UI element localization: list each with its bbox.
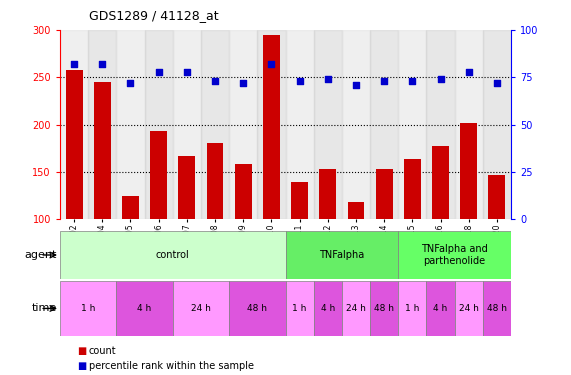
Bar xyxy=(116,30,144,219)
Bar xyxy=(60,281,116,336)
Bar xyxy=(399,231,511,279)
Bar xyxy=(122,196,139,219)
Bar xyxy=(286,231,399,279)
Text: GDS1289 / 41128_at: GDS1289 / 41128_at xyxy=(89,9,218,22)
Point xyxy=(464,69,473,75)
Bar xyxy=(201,30,229,219)
Text: 1 h: 1 h xyxy=(81,304,95,313)
Point xyxy=(295,78,304,84)
Bar xyxy=(173,30,201,219)
Bar xyxy=(144,30,173,219)
Text: 1 h: 1 h xyxy=(292,304,307,313)
Text: 4 h: 4 h xyxy=(138,304,152,313)
Text: percentile rank within the sample: percentile rank within the sample xyxy=(89,361,254,370)
Bar xyxy=(207,142,223,219)
Point xyxy=(436,76,445,82)
Text: 24 h: 24 h xyxy=(459,304,478,313)
Bar xyxy=(291,182,308,219)
Text: 4 h: 4 h xyxy=(433,304,448,313)
Bar xyxy=(229,30,258,219)
Bar xyxy=(370,281,399,336)
Bar xyxy=(342,281,370,336)
Point xyxy=(70,61,79,67)
Point xyxy=(380,78,389,84)
Bar xyxy=(116,281,173,336)
Bar xyxy=(455,30,483,219)
Text: count: count xyxy=(89,346,116,355)
Bar xyxy=(348,202,364,219)
Bar xyxy=(319,169,336,219)
Bar xyxy=(399,30,427,219)
Bar xyxy=(399,281,427,336)
Point xyxy=(267,61,276,67)
Text: 24 h: 24 h xyxy=(191,304,211,313)
Bar xyxy=(60,231,286,279)
Bar xyxy=(286,30,313,219)
Text: 48 h: 48 h xyxy=(487,304,507,313)
Text: 48 h: 48 h xyxy=(247,304,267,313)
Bar xyxy=(66,70,83,219)
Text: ■: ■ xyxy=(77,361,86,370)
Bar xyxy=(483,30,511,219)
Text: time: time xyxy=(32,303,57,313)
Text: agent: agent xyxy=(25,250,57,260)
Bar xyxy=(427,281,455,336)
Bar xyxy=(313,281,342,336)
Bar xyxy=(94,82,111,219)
Bar xyxy=(286,281,313,336)
Bar xyxy=(313,30,342,219)
Text: 24 h: 24 h xyxy=(346,304,366,313)
Bar xyxy=(173,281,229,336)
Bar xyxy=(404,159,421,219)
Bar xyxy=(258,30,286,219)
Bar xyxy=(342,30,370,219)
Point xyxy=(211,78,220,84)
Text: control: control xyxy=(156,250,190,260)
Bar xyxy=(150,131,167,219)
Bar xyxy=(483,281,511,336)
Text: ■: ■ xyxy=(77,346,86,355)
Point xyxy=(98,61,107,67)
Text: TNFalpha: TNFalpha xyxy=(319,250,364,260)
Point xyxy=(154,69,163,75)
Bar xyxy=(427,30,455,219)
Bar xyxy=(376,169,393,219)
Point xyxy=(182,69,191,75)
Text: TNFalpha and
parthenolide: TNFalpha and parthenolide xyxy=(421,244,488,266)
Text: 1 h: 1 h xyxy=(405,304,420,313)
Point xyxy=(239,80,248,86)
Bar xyxy=(178,156,195,219)
Point xyxy=(492,80,501,86)
Point xyxy=(351,82,360,88)
Text: 4 h: 4 h xyxy=(321,304,335,313)
Text: 48 h: 48 h xyxy=(374,304,394,313)
Bar xyxy=(235,165,252,219)
Bar xyxy=(432,146,449,219)
Point xyxy=(323,76,332,82)
Bar xyxy=(370,30,399,219)
Bar xyxy=(460,123,477,219)
Point xyxy=(126,80,135,86)
Bar xyxy=(88,30,116,219)
Bar xyxy=(263,35,280,219)
Bar xyxy=(455,281,483,336)
Bar xyxy=(60,30,88,219)
Bar xyxy=(229,281,286,336)
Bar xyxy=(489,175,505,219)
Point xyxy=(408,78,417,84)
